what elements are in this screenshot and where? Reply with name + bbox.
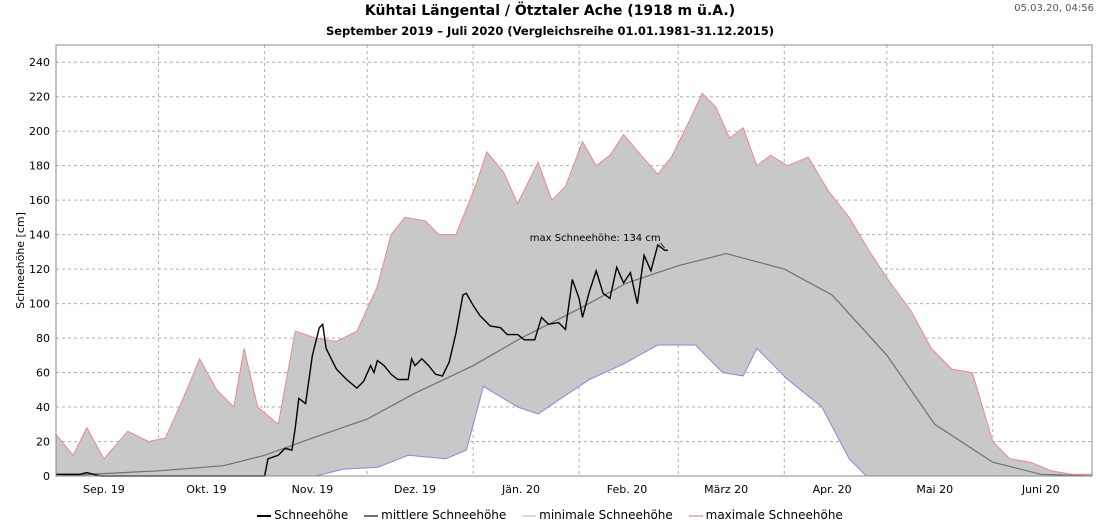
x-tick-label: Mai 20 [916,483,953,496]
legend-swatch-minimale [522,514,537,517]
series-line-schneehoehe [56,243,668,477]
y-tick-label: 40 [36,401,50,414]
x-tick-label: Feb. 20 [607,483,647,496]
y-tick-label: 220 [29,91,50,104]
series-line-minimale [56,344,1092,477]
legend-item-mittlere: mittlere Schneehöhe [364,508,506,522]
x-tick-label: Jän. 20 [501,483,540,496]
snow-depth-chart: 0 20 40 60 80 100 120 140 160 180 200 220 240 Sep. 19… [14,44,1093,496]
x-tick-label: Nov. 19 [292,483,334,496]
legend-label: mittlere Schneehöhe [381,508,507,522]
y-tick-label: 160 [29,194,50,207]
legend: Schneehöhe mittlere Schneehöhe minimale … [0,508,1100,522]
legend-item-minimale: minimale Schneehöhe [522,508,673,522]
chart-title: Kühtai Längental / Ötztaler Ache (1918 m… [364,3,736,19]
y-tick-label: 0 [43,470,50,483]
x-tick-label: Apr. 20 [813,483,852,496]
chart-subtitle: September 2019 – Juli 2020 (Vergleichsre… [325,24,775,38]
legend-label: Schneehöhe [274,508,349,522]
x-tick-label: Okt. 19 [186,483,226,496]
max-annotation: max Schneehöhe: 134 cm [530,233,661,244]
legend-swatch-maximale [688,514,703,517]
annotation-pointer [660,242,665,249]
y-tick-label: 200 [29,125,50,138]
y-tick-label: 80 [36,332,50,345]
y-tick-label: 180 [29,160,50,173]
series-lines [55,92,1093,477]
plot-frame [55,44,1093,477]
y-tick-label: 240 [29,56,50,69]
x-tick-label: März 20 [704,483,748,496]
y-tick-label: 120 [29,263,50,276]
x-tick-label: Sep. 19 [83,483,125,496]
y-tick-label: 20 [36,436,50,449]
x-tick-label: Juni 20 [1021,483,1060,496]
axes: 0 20 40 60 80 100 120 140 160 180 200 220 240 Sep. 19… [29,44,1093,496]
legend-item-schneehoehe: Schneehöhe [257,508,348,522]
timestamp: 05.03.20, 04:56 [1014,3,1094,14]
legend-label: minimale Schneehöhe [539,508,673,522]
legend-item-maximale: maximale Schneehöhe [688,508,843,522]
legend-swatch-mittlere [364,514,379,517]
series-line-mittlere [55,252,1093,477]
x-tick-label: Dez. 19 [394,483,436,496]
legend-swatch-schneehoehe [257,514,272,517]
legend-label: maximale Schneehöhe [705,508,843,522]
series-line-maximale [55,92,1092,475]
y-axis-label: Schneehöhe [cm] [14,212,27,309]
y-tick-label: 60 [36,367,50,380]
y-tick-label: 100 [29,298,50,311]
y-tick-label: 140 [29,229,50,242]
